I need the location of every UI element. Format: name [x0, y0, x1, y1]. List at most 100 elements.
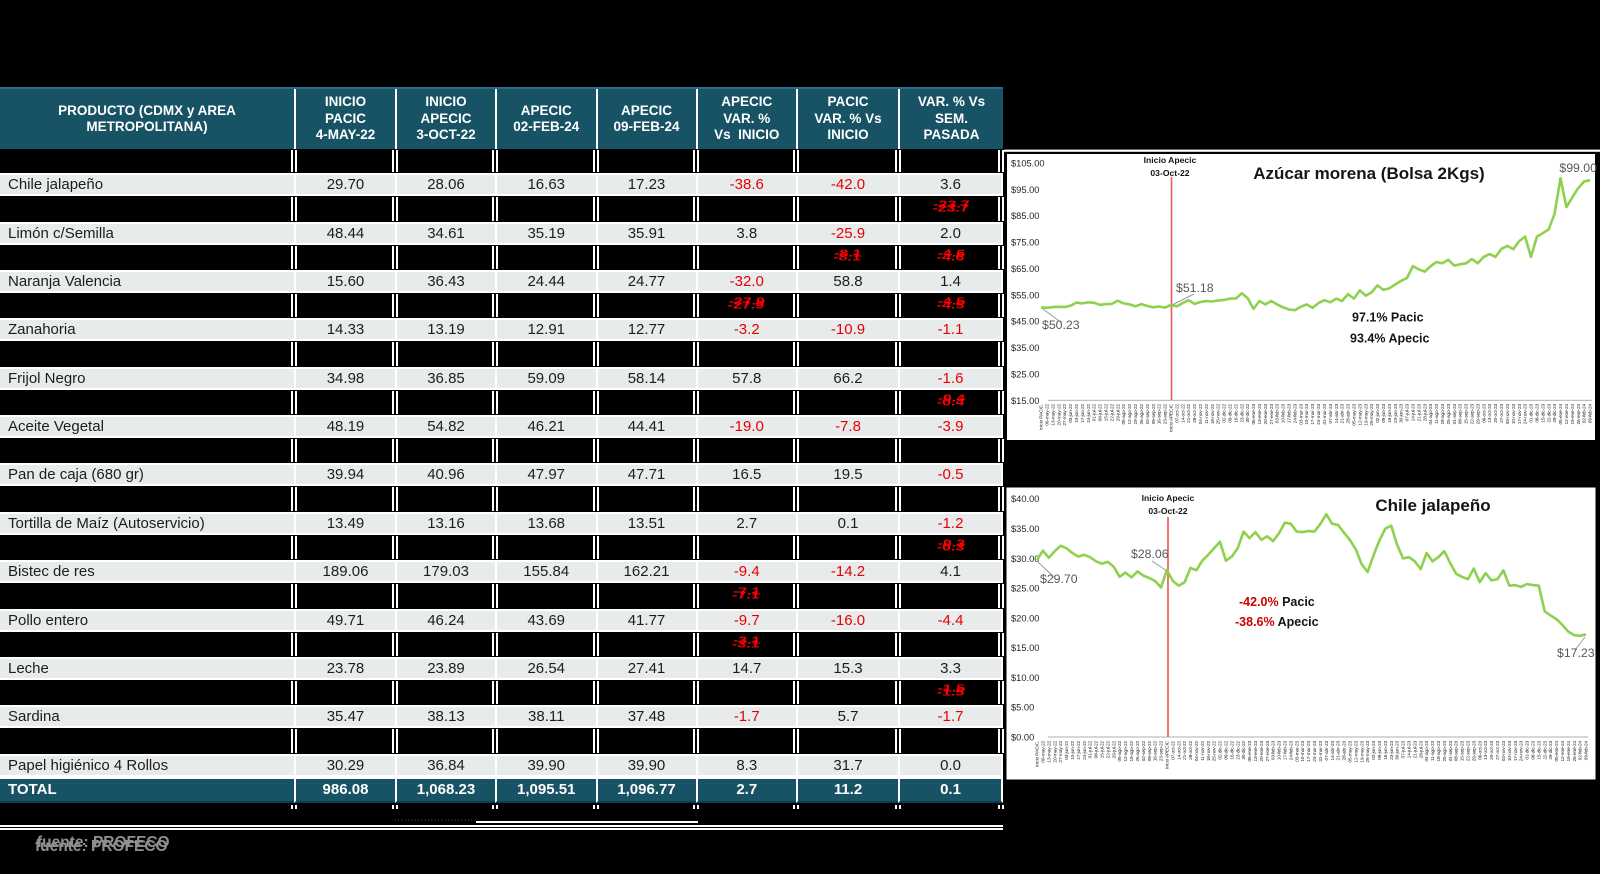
svg-text:07-jul-23: 07-jul-23: [1401, 741, 1407, 759]
svg-text:10-mar-23: 10-mar-23: [1304, 404, 1310, 425]
svg-text:26-may-23: 26-may-23: [1369, 404, 1375, 426]
svg-text:31-mar-23: 31-mar-23: [1322, 404, 1328, 425]
svg-text:14-oct-22: 14-oct-22: [1176, 741, 1182, 760]
svg-text:20-may-22: 20-may-22: [1052, 741, 1058, 763]
svg-text:16-jun-23: 16-jun-23: [1383, 741, 1389, 760]
svg-text:03-Oct-22: 03-Oct-22: [1150, 168, 1189, 178]
svg-text:29-dic-23: 29-dic-23: [1548, 741, 1554, 760]
svg-text:31-mar-23: 31-mar-23: [1318, 741, 1324, 762]
svg-text:$17.23: $17.23: [1557, 646, 1595, 660]
svg-text:27-ene-23: 27-ene-23: [1269, 404, 1275, 425]
svg-text:08-dic-23: 08-dic-23: [1531, 741, 1537, 760]
svg-text:29-dic-23: 29-dic-23: [1552, 404, 1558, 423]
svg-text:09-jun-23: 09-jun-23: [1381, 404, 1387, 423]
svg-text:$45.00: $45.00: [1011, 317, 1039, 327]
svg-text:04-nov-22: 04-nov-22: [1194, 741, 1200, 762]
svg-text:09-dic-22: 09-dic-22: [1228, 404, 1234, 423]
svg-text:09-jun-23: 09-jun-23: [1377, 741, 1383, 760]
svg-text:04-ago-23: 04-ago-23: [1428, 404, 1434, 425]
svg-text:12-may-23: 12-may-23: [1357, 404, 1363, 426]
svg-text:13-may-22: 13-may-22: [1050, 404, 1056, 426]
svg-text:-42.0% Pacic: -42.0% Pacic: [1239, 595, 1315, 609]
svg-text:25-ago-23: 25-ago-23: [1442, 741, 1448, 762]
svg-text:24-feb-23: 24-feb-23: [1292, 404, 1298, 424]
svg-text:05-may-23: 05-may-23: [1348, 741, 1354, 763]
svg-text:13-oct-23: 13-oct-23: [1487, 404, 1493, 423]
svg-text:23-sep-22: 23-sep-22: [1159, 741, 1165, 762]
svg-text:15-jul-22: 15-jul-22: [1104, 404, 1110, 422]
svg-text:26-ago-22: 26-ago-22: [1139, 404, 1145, 425]
svg-text:18-ago-23: 18-ago-23: [1436, 741, 1442, 762]
svg-text:07-jul-23: 07-jul-23: [1405, 404, 1411, 422]
svg-text:13-oct-23: 13-oct-23: [1483, 741, 1489, 760]
svg-text:Inicio Apecic: Inicio Apecic: [1142, 493, 1195, 503]
svg-text:15-sep-23: 15-sep-23: [1460, 741, 1466, 762]
svg-text:16-jun-23: 16-jun-23: [1387, 404, 1393, 423]
svg-text:$105.00: $105.00: [1011, 159, 1045, 169]
svg-text:06-ene-23: 06-ene-23: [1247, 741, 1253, 762]
svg-text:17-nov-23: 17-nov-23: [1517, 404, 1523, 425]
svg-text:19-ene-24: 19-ene-24: [1570, 404, 1576, 425]
svg-text:13-ene-23: 13-ene-23: [1257, 404, 1263, 425]
svg-text:$50.23: $50.23: [1042, 318, 1080, 332]
svg-text:Inicio PACIC.: Inicio PACIC.: [1039, 404, 1045, 430]
svg-text:15-dic-23: 15-dic-23: [1536, 741, 1542, 760]
svg-text:03-Oct-22: 03-Oct-22: [1148, 506, 1187, 516]
svg-text:21-jul-23: 21-jul-23: [1412, 741, 1418, 759]
svg-text:23-sep-22: 23-sep-22: [1163, 404, 1169, 425]
svg-text:03-nov-23: 03-nov-23: [1501, 741, 1507, 762]
svg-text:15-sep-23: 15-sep-23: [1464, 404, 1470, 425]
svg-text:$20.00: $20.00: [1011, 613, 1039, 623]
svg-text:03-mar-23: 03-mar-23: [1294, 741, 1300, 762]
svg-text:21-oct-22: 21-oct-22: [1182, 741, 1188, 760]
svg-text:09-sep-22: 09-sep-22: [1151, 404, 1157, 425]
svg-text:09-feb-24: 09-feb-24: [1584, 741, 1590, 761]
svg-text:$15.00: $15.00: [1011, 643, 1039, 653]
svg-text:21-oct-22: 21-oct-22: [1186, 404, 1192, 423]
svg-text:06-oct-23: 06-oct-23: [1477, 741, 1483, 760]
svg-text:17-nov-23: 17-nov-23: [1513, 741, 1519, 762]
svg-text:26-ene-24: 26-ene-24: [1576, 404, 1582, 425]
svg-text:11-ago-23: 11-ago-23: [1430, 741, 1436, 762]
svg-text:03-mar-23: 03-mar-23: [1298, 404, 1304, 425]
svg-text:14-oct-22: 14-oct-22: [1180, 404, 1186, 423]
svg-text:97.1% Pacic: 97.1% Pacic: [1352, 311, 1424, 325]
svg-text:08-jul-22: 08-jul-22: [1094, 741, 1100, 759]
svg-text:07-abr-23: 07-abr-23: [1328, 404, 1334, 424]
svg-text:22-jul-22: 22-jul-22: [1105, 741, 1111, 759]
svg-text:01-jul-22: 01-jul-22: [1092, 404, 1098, 422]
svg-text:07-oct-22: 07-oct-22: [1170, 741, 1176, 760]
svg-text:22-dic-23: 22-dic-23: [1542, 741, 1548, 760]
svg-text:24-nov-23: 24-nov-23: [1519, 741, 1525, 762]
svg-text:02-jun-23: 02-jun-23: [1371, 741, 1377, 760]
svg-text:$40.00: $40.00: [1011, 494, 1039, 504]
svg-text:15-jul-22: 15-jul-22: [1100, 741, 1106, 759]
svg-text:17-jun-22: 17-jun-22: [1076, 741, 1082, 760]
svg-text:28-jul-23: 28-jul-23: [1418, 741, 1424, 759]
svg-text:03-nov-23: 03-nov-23: [1505, 404, 1511, 425]
svg-text:08-sep-23: 08-sep-23: [1454, 741, 1460, 762]
svg-text:14-jul-23: 14-jul-23: [1411, 404, 1417, 422]
svg-text:10-jun-22: 10-jun-22: [1074, 404, 1080, 423]
svg-text:24-jun-22: 24-jun-22: [1082, 741, 1088, 760]
svg-text:$25.00: $25.00: [1011, 584, 1039, 594]
svg-text:24-mar-23: 24-mar-23: [1312, 741, 1318, 762]
svg-text:17-feb-23: 17-feb-23: [1287, 404, 1293, 424]
svg-text:-38.6% Apecic: -38.6% Apecic: [1235, 615, 1319, 629]
svg-text:$65.00: $65.00: [1011, 264, 1039, 274]
svg-text:02-dic-22: 02-dic-22: [1218, 741, 1224, 760]
svg-text:20-ene-23: 20-ene-23: [1259, 741, 1265, 762]
svg-text:26-ene-24: 26-ene-24: [1572, 741, 1578, 762]
svg-text:09-feb-24: 09-feb-24: [1588, 404, 1594, 424]
svg-text:12-ene-24: 12-ene-24: [1564, 404, 1570, 425]
svg-text:04-nov-22: 04-nov-22: [1198, 404, 1204, 425]
svg-text:28-abr-23: 28-abr-23: [1342, 741, 1348, 761]
svg-text:27-may-22: 27-may-22: [1058, 741, 1064, 763]
svg-text:17-feb-23: 17-feb-23: [1283, 741, 1289, 761]
svg-text:$75.00: $75.00: [1011, 238, 1039, 248]
svg-text:06-ene-23: 06-ene-23: [1251, 404, 1257, 425]
svg-text:23-jun-23: 23-jun-23: [1393, 404, 1399, 423]
svg-text:28-jul-23: 28-jul-23: [1422, 404, 1428, 422]
svg-text:Inicio APECIC: Inicio APECIC: [1169, 403, 1175, 432]
svg-text:$25.00: $25.00: [1011, 369, 1039, 379]
